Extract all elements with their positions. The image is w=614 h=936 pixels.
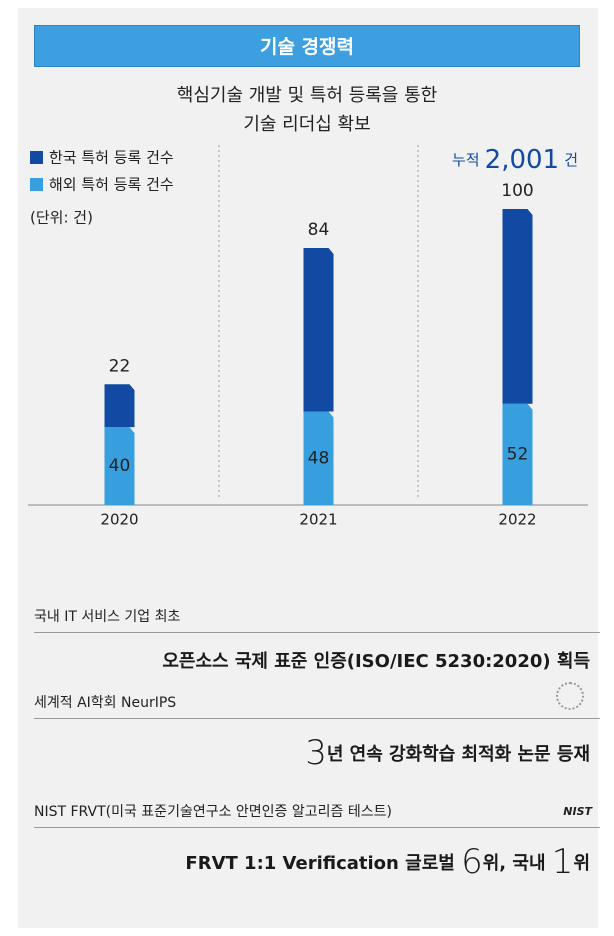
bar-segment (502, 209, 533, 404)
value-label: 100 (501, 181, 533, 201)
value-label: 48 (308, 448, 330, 468)
headline-number: 6 (461, 842, 483, 882)
value-label: 52 (507, 444, 529, 464)
x-tick-label: 2021 (299, 511, 337, 529)
x-tick-label: 2022 (498, 511, 536, 529)
headline-number: 1 (551, 842, 574, 882)
annotation-suffix: 건 (564, 151, 578, 169)
headline-text: FRVT 1:1 Verification 글로벌 (185, 853, 462, 874)
label-text: 국내 IT 서비스 기업 최초 (34, 609, 181, 625)
headline-text: 오픈소스 국제 표준 인증(ISO/IEC 5230:2020) 획득 (162, 651, 590, 672)
label-text: NIST FRVT(미국 표준기술연구소 안면인증 알고리즘 테스트) (34, 804, 392, 820)
achievement-headline: 오픈소스 국제 표준 인증(ISO/IEC 5230:2020) 획득 (34, 647, 600, 673)
legend-label: 한국 특허 등록 건수 (49, 149, 174, 167)
achievement-headline: 3년 연속 강화학습 최적화 논문 등재 (34, 733, 600, 773)
legend-label: 해외 특허 등록 건수 (49, 176, 174, 194)
bar-segment (303, 411, 334, 505)
achievement-label: NIST FRVT(미국 표준기술연구소 안면인증 알고리즘 테스트) NIST (34, 797, 600, 828)
unit-label: (단위: 건) (30, 209, 93, 227)
value-label: 22 (109, 356, 131, 376)
headline-text: 년 연속 강화학습 최적화 논문 등재 (326, 744, 590, 765)
chart-title: 핵심기술 개발 및 특허 등록을 통한 (177, 85, 437, 106)
annotation: 누적 2,001 건 (452, 145, 578, 175)
chart-title: 기술 리더십 확보 (243, 114, 370, 135)
achievement-label: 세계적 AI학회 NeurIPS (34, 682, 600, 719)
bar-segment (104, 384, 135, 428)
value-label: 84 (308, 220, 330, 240)
annotation-prefix: 누적 (452, 151, 480, 169)
annotation-value: 2,001 (485, 145, 559, 175)
logo: NIST (563, 805, 592, 818)
headline-number: 3 (305, 733, 327, 773)
achievement: NIST FRVT(미국 표준기술연구소 안면인증 알고리즘 테스트) NIST F… (34, 797, 600, 882)
legend-swatch (30, 151, 43, 164)
headline-text: 위 (573, 853, 590, 874)
achievement: 세계적 AI학회 NeurIPS 3년 연속 강화학습 최적화 논문 등재 (34, 682, 600, 773)
legend-swatch (30, 178, 43, 191)
bar-segment (502, 403, 533, 505)
achievement-label: 국내 IT 서비스 기업 최초 (34, 602, 600, 633)
bar-segment (303, 247, 334, 412)
value-label: 40 (109, 456, 131, 476)
x-tick-label: 2020 (100, 511, 138, 529)
headline-text: 위, 국내 (482, 853, 552, 874)
logo-icon (556, 682, 584, 710)
bar-segment (104, 427, 135, 505)
banner-title: 기술 경쟁력 (34, 25, 580, 67)
achievement-headline: FRVT 1:1 Verification 글로벌 6위, 국내 1위 (34, 842, 600, 882)
label-text: 세계적 AI학회 NeurIPS (34, 695, 177, 711)
chart: 핵심기술 개발 및 특허 등록을 통한 기술 리더십 확보 (단위: 건) 누적… (28, 85, 588, 529)
